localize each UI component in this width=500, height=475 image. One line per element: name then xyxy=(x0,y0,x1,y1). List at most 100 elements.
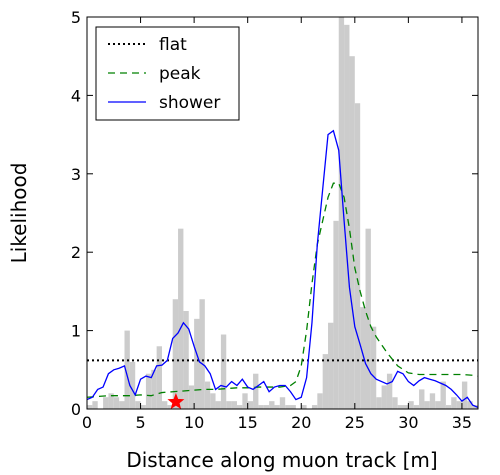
histogram-bar xyxy=(103,397,109,409)
histogram-bar xyxy=(489,405,494,409)
histogram-bar xyxy=(269,401,275,409)
histogram-bar xyxy=(145,373,152,409)
legend: flat peak shower xyxy=(95,26,240,121)
histogram-bar xyxy=(419,389,425,409)
legend-box xyxy=(95,26,240,121)
star-marker xyxy=(167,393,185,410)
histogram-bar xyxy=(328,322,334,409)
histogram-bar xyxy=(161,401,168,409)
y-axis-title: Likelihood xyxy=(7,163,31,264)
histogram-bar xyxy=(253,373,259,409)
histogram-bar xyxy=(461,381,468,409)
histogram-bar xyxy=(386,373,393,409)
histogram-bar xyxy=(220,334,227,409)
histogram-bar xyxy=(424,401,430,409)
histogram-bar xyxy=(167,405,173,409)
histogram-bar xyxy=(87,405,93,409)
histogram-bar xyxy=(472,405,478,409)
histogram-bar xyxy=(113,397,120,409)
series-lines xyxy=(87,129,478,409)
x-axis-title: Distance along muon track [m] xyxy=(126,448,437,472)
histogram-bar xyxy=(381,385,387,409)
x-tick-label: 5 xyxy=(135,413,145,432)
histogram-bar xyxy=(274,405,280,409)
histogram-bar xyxy=(231,401,237,409)
histogram-bar xyxy=(413,405,420,409)
y-tick-label: 3 xyxy=(71,165,81,184)
histogram-bar xyxy=(403,405,409,409)
histogram-bar xyxy=(456,401,462,409)
histogram-bar xyxy=(215,401,221,409)
histogram-bar xyxy=(494,401,499,409)
histogram-bar xyxy=(322,354,329,409)
histogram-bar xyxy=(311,405,318,409)
histogram-bar xyxy=(135,401,141,409)
x-tick-label: 0 xyxy=(82,413,92,432)
series-line-shower xyxy=(87,129,478,409)
histogram-bar xyxy=(370,326,377,409)
x-tick-label: 20 xyxy=(291,413,311,432)
histogram-bar xyxy=(376,397,382,409)
y-tick-label: 5 xyxy=(71,8,81,27)
histogram-bar xyxy=(204,381,211,409)
y-tick-label: 4 xyxy=(71,86,81,105)
histogram-bar xyxy=(451,397,457,409)
x-tick-label: 25 xyxy=(345,413,365,432)
histogram-bar xyxy=(188,385,195,409)
histogram-bar xyxy=(247,401,254,409)
histogram-bar xyxy=(429,393,436,409)
histogram-bar xyxy=(172,299,179,409)
y-tick-label: 2 xyxy=(71,243,81,262)
histogram-bar xyxy=(301,405,307,409)
plot-frame xyxy=(86,16,479,410)
histogram-bar xyxy=(483,401,488,409)
histogram-bar xyxy=(354,103,361,409)
histogram-bar xyxy=(156,346,162,409)
histogram-bar xyxy=(226,401,232,409)
histogram-bar xyxy=(199,299,205,409)
histogram-bar xyxy=(258,405,264,409)
histogram-bar xyxy=(210,393,216,409)
histogram-bar xyxy=(242,393,248,409)
histogram-bar xyxy=(344,24,350,409)
histogram-bar xyxy=(445,405,452,409)
histogram-bar xyxy=(124,330,130,409)
x-tick-label: 10 xyxy=(184,413,204,432)
legend-label-flat: flat xyxy=(159,35,187,55)
y-tick-label: 0 xyxy=(71,400,81,419)
x-tick-label: 30 xyxy=(398,413,418,432)
legend-label-shower: shower xyxy=(159,93,220,113)
x-tick-label: 35 xyxy=(452,413,472,432)
histogram-bar xyxy=(263,405,270,409)
histogram-bar xyxy=(317,393,323,409)
histogram-bar xyxy=(183,311,189,409)
histogram-bar xyxy=(435,401,441,409)
histogram-bar xyxy=(194,318,200,409)
histogram-bar xyxy=(119,401,125,409)
histogram-bar xyxy=(360,307,366,409)
y-tick-label: 1 xyxy=(71,322,81,341)
histogram-bar xyxy=(290,405,296,409)
histogram-bar xyxy=(129,361,136,409)
histogram-bar xyxy=(478,393,483,409)
series-line-peak xyxy=(87,182,478,398)
axis-ticks: 0 5 10 15 20 25 30 35 0 1 2 3 4 5 xyxy=(71,8,478,432)
histogram-bar xyxy=(397,405,404,409)
histogram-bar xyxy=(178,228,184,409)
histogram-bar xyxy=(392,397,398,409)
histogram-bar xyxy=(349,56,355,409)
histogram-bar xyxy=(236,405,243,409)
histogram-bar xyxy=(338,17,345,409)
legend-label-peak: peak xyxy=(159,64,201,84)
histogram-bar xyxy=(279,397,286,409)
histogram-bar xyxy=(408,401,414,409)
histogram-bars xyxy=(87,17,499,409)
histogram-bar xyxy=(151,369,157,409)
histogram-bar xyxy=(467,401,473,409)
histogram-bar xyxy=(285,405,291,409)
histogram-bar xyxy=(92,401,98,409)
marker-layer xyxy=(167,393,185,410)
histogram-bar xyxy=(440,381,446,409)
histogram-bar xyxy=(140,405,146,409)
